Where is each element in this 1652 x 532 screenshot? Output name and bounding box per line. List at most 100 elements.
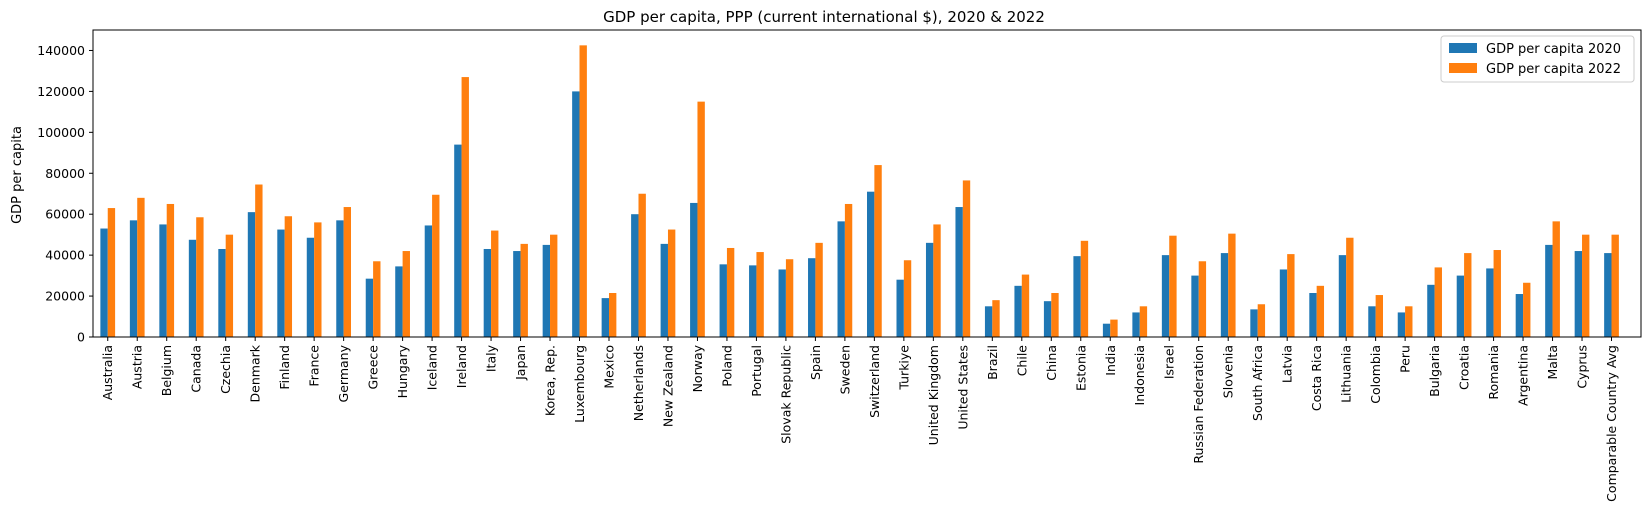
x-tick-label-16: Luxembourg	[572, 345, 587, 423]
bar-2020-1	[129, 220, 138, 337]
x-tick-label-19: New Zealand	[660, 345, 675, 427]
x-tick-label-25: Sweden	[837, 345, 852, 394]
bar-2022-18	[638, 193, 646, 337]
plot-frame	[92, 29, 1642, 338]
legend-swatch-2020	[1449, 43, 1477, 53]
bar-2022-4	[225, 234, 234, 337]
bar-2022-33	[1080, 240, 1089, 337]
bar-2022-23	[785, 259, 794, 337]
bar-2020-14	[513, 251, 521, 337]
bar-2022-14	[520, 243, 528, 337]
bar-2020-50	[1574, 251, 1583, 337]
x-tick-label-21: Poland	[719, 345, 734, 387]
bar-2022-36	[1169, 235, 1177, 337]
bar-2020-47	[1486, 268, 1494, 337]
bar-2022-41	[1316, 285, 1325, 337]
x-tick-label-44: Peru	[1398, 345, 1413, 373]
x-tick-label-36: Israel	[1162, 345, 1177, 379]
bar-2020-33	[1073, 256, 1081, 337]
x-tick-label-42: Lithuania	[1339, 345, 1354, 403]
bar-2022-48	[1523, 282, 1531, 337]
bar-2022-21	[726, 247, 735, 337]
bar-2020-15	[542, 244, 551, 337]
bar-2022-8	[343, 207, 351, 337]
x-tick-label-24: Spain	[808, 345, 823, 380]
bar-2022-38	[1228, 233, 1236, 337]
x-tick-label-2: Belgium	[159, 345, 174, 396]
x-tick-label-47: Romania	[1486, 345, 1501, 400]
legend-box	[1440, 35, 1635, 83]
bar-2022-45	[1434, 267, 1442, 337]
bar-2020-43	[1368, 306, 1376, 337]
bar-2020-37	[1191, 275, 1199, 337]
bar-2022-22	[756, 252, 764, 337]
x-tick-label-39: South Africa	[1250, 345, 1265, 421]
bar-2022-31	[1021, 274, 1030, 337]
bar-2022-17	[609, 293, 617, 337]
x-tick-label-37: Russian Federation	[1191, 345, 1206, 464]
x-tick-label-49: Malta	[1545, 345, 1560, 379]
bar-2020-44	[1397, 312, 1406, 337]
bar-2022-5	[255, 184, 263, 337]
x-tick-label-17: Mexico	[602, 345, 617, 389]
bar-2022-26	[874, 165, 882, 337]
bar-2020-2	[159, 224, 167, 337]
x-tick-label-35: Indonesia	[1132, 345, 1147, 405]
x-tick-label-50: Cyprus	[1575, 345, 1590, 389]
bar-2022-20	[697, 101, 705, 337]
bar-2022-16	[579, 45, 587, 337]
x-tick-label-1: Austria	[130, 345, 145, 389]
bar-2020-11	[424, 225, 433, 337]
bar-2022-32	[1051, 293, 1059, 337]
bar-2022-51	[1611, 234, 1619, 337]
bar-2022-37	[1198, 261, 1207, 337]
bar-2022-1	[137, 197, 145, 337]
x-tick-label-38: Slovenia	[1221, 345, 1236, 398]
bar-2022-40	[1287, 254, 1295, 337]
bar-2022-15	[550, 234, 558, 337]
x-tick-label-7: France	[307, 345, 322, 387]
bar-2020-42	[1338, 255, 1347, 337]
y-tick-label-4: 80000	[45, 166, 85, 181]
bar-2022-11	[432, 194, 440, 337]
x-tick-label-41: Costa Rica	[1309, 345, 1324, 411]
y-axis: 0 20000 40000 60000 80000 100000 120000 140000	[37, 43, 93, 345]
bar-2020-46	[1456, 275, 1465, 337]
x-tick-label-27: Turkiye	[896, 345, 911, 391]
x-tick-label-32: China	[1044, 345, 1059, 381]
bar-2020-49	[1545, 244, 1553, 337]
x-tick-label-45: Bulgaria	[1427, 345, 1442, 397]
bar-2020-45	[1427, 284, 1435, 337]
chart-title: GDP per capita, PPP (current internation…	[603, 8, 1045, 26]
x-tick-label-30: Brazil	[985, 345, 1000, 380]
bar-2022-28	[933, 224, 941, 337]
bar-2022-6	[284, 216, 293, 337]
y-tick-label-0: 0	[77, 330, 85, 345]
bar-2022-29	[962, 180, 971, 337]
bar-2022-44	[1405, 306, 1413, 337]
x-tick-label-6: Finland	[277, 345, 292, 390]
x-tick-label-48: Argentina	[1516, 345, 1531, 406]
bar-2020-48	[1515, 294, 1524, 337]
bar-2020-8	[336, 220, 344, 337]
x-tick-label-4: Czechia	[218, 345, 233, 394]
x-tick-label-34: India	[1103, 345, 1118, 376]
bar-2022-7	[314, 222, 322, 337]
x-tick-label-0: Australia	[100, 345, 115, 400]
bar-2022-49	[1552, 221, 1560, 337]
bar-2020-19	[660, 243, 668, 337]
x-tick-label-40: Latvia	[1280, 345, 1295, 383]
y-axis-label: GDP per capita	[10, 126, 25, 224]
bar-2020-31	[1014, 285, 1022, 337]
bar-2022-12	[461, 77, 469, 337]
y-tick-label-6: 120000	[37, 84, 85, 99]
x-tick-label-10: Hungary	[395, 344, 410, 398]
bar-2020-10	[395, 266, 403, 337]
bar-2022-25	[844, 203, 853, 337]
bar-2020-23	[778, 269, 786, 337]
bar-2022-46	[1464, 253, 1472, 337]
bar-2020-9	[365, 278, 374, 337]
y-tick-label-5: 100000	[37, 125, 85, 140]
bar-2020-18	[631, 214, 639, 337]
bar-2020-24	[808, 258, 816, 337]
